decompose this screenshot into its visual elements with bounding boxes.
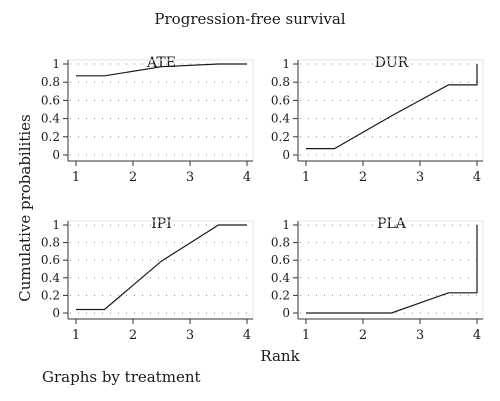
series-line — [306, 225, 478, 314]
x-tick-label: 3 — [416, 170, 424, 185]
x-axis-label: Rank — [260, 347, 300, 365]
x-tick-label: 4 — [243, 170, 251, 185]
plot-region — [67, 220, 254, 320]
y-tick-label: 0.8 — [41, 236, 60, 250]
y-tick-label: 1 — [52, 218, 60, 232]
plot-region — [297, 220, 484, 320]
x-tick-label: 4 — [473, 328, 481, 343]
y-tick-label: 0.4 — [271, 112, 290, 126]
y-tick-label: 0.2 — [271, 130, 290, 144]
x-tick-label: 2 — [129, 170, 137, 185]
x-tick-label: 4 — [473, 170, 481, 185]
x-tick-label: 3 — [416, 328, 424, 343]
x-tick-label: 1 — [302, 170, 310, 185]
y-tick-label: 1 — [282, 57, 290, 71]
series-line — [306, 64, 478, 150]
x-tick-label: 2 — [129, 328, 137, 343]
panel-title: DUR — [375, 55, 409, 71]
y-tick-label: 0.8 — [41, 75, 60, 89]
y-tick-label: 0.8 — [271, 75, 290, 89]
x-tick-label: 4 — [243, 328, 251, 343]
y-tick-label: 0.2 — [41, 288, 60, 302]
y-tick-label: 0.6 — [41, 253, 60, 267]
y-tick-label: 1 — [282, 218, 290, 232]
y-tick-label: 0 — [282, 148, 290, 162]
x-tick-label: 2 — [359, 170, 367, 185]
y-tick-label: 0.2 — [271, 288, 290, 302]
plot-region — [297, 59, 484, 162]
y-tick-label: 0.8 — [271, 236, 290, 250]
panel-title: IPI — [151, 216, 171, 232]
y-tick-label: 0.2 — [41, 130, 60, 144]
y-tick-label: 0.4 — [271, 271, 290, 285]
figure-title: Progression-free survival — [154, 10, 346, 28]
series-line — [76, 63, 247, 77]
x-tick-label: 3 — [186, 328, 194, 343]
y-tick-label: 1 — [52, 57, 60, 71]
x-tick-label: 3 — [186, 170, 194, 185]
y-tick-label: 0.4 — [41, 271, 60, 285]
series-line — [76, 224, 247, 311]
y-tick-label: 0.6 — [271, 253, 290, 267]
panel-title: PLA — [377, 216, 407, 232]
x-tick-label: 2 — [359, 328, 367, 343]
panel-title: ATE — [146, 55, 176, 71]
plot-region — [67, 59, 254, 162]
x-tick-label: 1 — [72, 328, 80, 343]
x-tick-label: 1 — [302, 328, 310, 343]
y-tick-label: 0 — [52, 148, 60, 162]
y-tick-label: 0.6 — [41, 93, 60, 107]
x-tick-label: 1 — [72, 170, 80, 185]
y-tick-label: 0 — [52, 306, 60, 320]
graphs-note: Graphs by treatment — [42, 368, 201, 386]
y-tick-label: 0 — [282, 306, 290, 320]
y-tick-label: 0.6 — [271, 93, 290, 107]
y-tick-label: 0.4 — [41, 112, 60, 126]
